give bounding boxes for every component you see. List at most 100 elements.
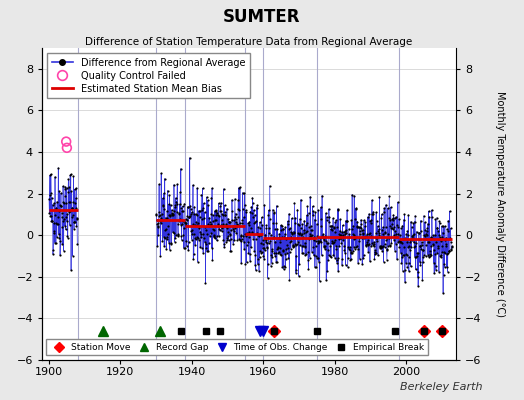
Point	[334, 206, 342, 212]
Point	[343, 207, 351, 214]
Point	[379, 259, 388, 265]
Point	[156, 217, 165, 223]
Point	[239, 233, 247, 239]
Point	[259, 244, 268, 251]
Point	[411, 212, 419, 219]
Point	[276, 239, 284, 246]
Point	[308, 203, 316, 210]
Point	[53, 198, 61, 205]
Point	[314, 240, 322, 246]
Point	[315, 238, 324, 245]
Point	[261, 232, 269, 238]
Point	[48, 202, 57, 208]
Point	[393, 256, 401, 262]
Point	[346, 249, 355, 256]
Point	[327, 254, 335, 260]
Point	[280, 234, 289, 241]
Point	[235, 219, 244, 226]
Point	[219, 237, 227, 244]
Point	[383, 235, 391, 241]
Point	[158, 195, 167, 202]
Point	[49, 251, 57, 257]
Point	[328, 222, 336, 229]
Point	[253, 204, 261, 211]
Point	[255, 268, 263, 274]
Point	[49, 220, 58, 226]
Point	[174, 232, 182, 238]
Point	[364, 237, 373, 244]
Point	[320, 243, 329, 249]
Point	[323, 240, 332, 246]
Point	[178, 207, 186, 214]
Point	[412, 240, 420, 247]
Point	[438, 233, 446, 240]
Point	[433, 243, 442, 250]
Point	[435, 220, 444, 226]
Point	[59, 183, 67, 189]
Point	[339, 237, 347, 244]
Point	[154, 223, 162, 229]
Point	[166, 246, 174, 253]
Point	[397, 224, 406, 231]
Point	[418, 239, 426, 245]
Point	[402, 238, 411, 245]
Point	[375, 194, 384, 201]
Point	[419, 259, 428, 266]
Point	[321, 243, 329, 249]
Point	[367, 233, 375, 239]
Point	[240, 190, 248, 197]
Point	[406, 238, 414, 245]
Point	[68, 205, 76, 212]
Point	[387, 224, 396, 231]
Point	[429, 240, 437, 247]
Point	[270, 209, 279, 216]
Point	[408, 237, 416, 243]
Point	[421, 242, 430, 248]
Point	[416, 258, 424, 265]
Point	[416, 243, 424, 250]
Point	[438, 248, 446, 255]
Point	[201, 224, 210, 230]
Point	[405, 254, 413, 260]
Point	[411, 254, 419, 260]
Point	[48, 218, 56, 224]
Point	[372, 250, 380, 257]
Point	[403, 264, 411, 270]
Point	[260, 202, 269, 208]
Point	[298, 221, 307, 227]
Point	[289, 244, 297, 250]
Point	[160, 175, 169, 182]
Point	[424, 208, 433, 214]
Point	[50, 239, 59, 246]
Point	[393, 222, 401, 228]
Point	[279, 248, 288, 254]
Point	[432, 225, 441, 231]
Point	[213, 212, 222, 218]
Point	[365, 211, 373, 217]
Point	[429, 260, 438, 266]
Point	[213, 232, 221, 239]
Point	[419, 247, 428, 254]
Point	[331, 254, 339, 261]
Point	[336, 216, 344, 222]
Point	[440, 248, 448, 255]
Point	[275, 234, 283, 241]
Point	[335, 236, 343, 242]
Point	[63, 145, 71, 151]
Point	[331, 237, 340, 244]
Point	[268, 206, 277, 213]
Point	[286, 249, 294, 255]
Point	[420, 233, 429, 239]
Point	[279, 225, 287, 232]
Point	[416, 262, 424, 268]
Point	[208, 257, 216, 264]
Point	[305, 254, 314, 261]
Point	[190, 251, 198, 258]
Point	[444, 250, 452, 256]
Point	[442, 241, 451, 248]
Point	[209, 234, 217, 240]
Point	[245, 229, 253, 235]
Point	[296, 242, 304, 249]
Point	[167, 207, 176, 213]
Point	[257, 240, 265, 246]
